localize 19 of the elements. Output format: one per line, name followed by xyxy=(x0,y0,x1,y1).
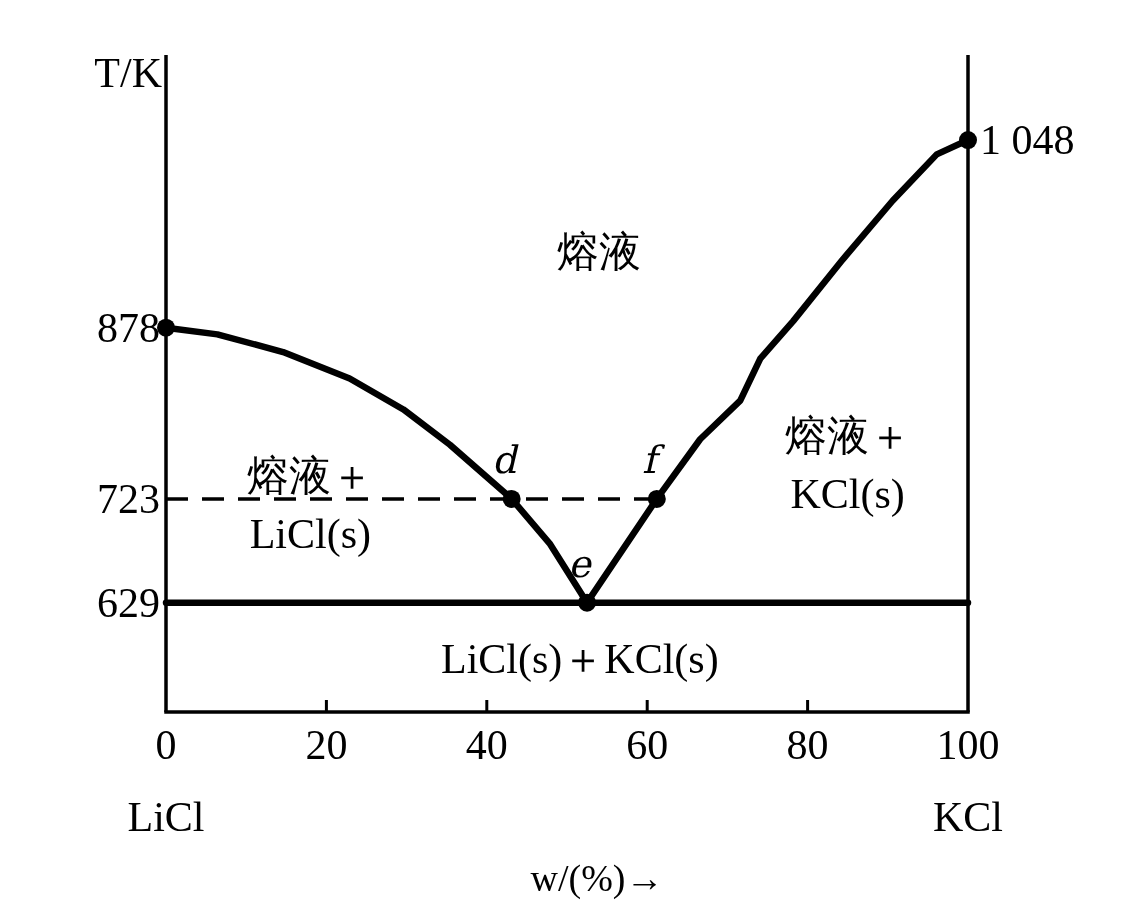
y-tick-label: 629 xyxy=(97,579,160,626)
value-label: 1 048 xyxy=(980,117,1075,163)
x-tick-label: 0 LiCl xyxy=(127,722,205,840)
point-label: e xyxy=(566,541,602,586)
y-tick-label: 878 xyxy=(97,304,160,351)
x-tick-label: 100 KCl xyxy=(933,722,1003,840)
x-label: w/(%)→ xyxy=(530,857,664,899)
x-tick-label: 20 xyxy=(305,722,348,768)
region-label: 熔液＋ KCl(s) xyxy=(784,413,911,517)
x-tick-label: 40 xyxy=(465,722,508,768)
point-label: f xyxy=(640,437,668,482)
region-label: 熔液 xyxy=(557,229,642,276)
region-label: 熔液＋ LiCl(s) xyxy=(247,453,374,558)
x-tick-label: 80 xyxy=(786,722,829,768)
x-tick-label: 60 xyxy=(626,722,669,768)
y-tick-label: 723 xyxy=(97,475,160,522)
y-label: T/K xyxy=(94,50,162,96)
region-label: LiCl(s)＋KCl(s) xyxy=(441,635,719,682)
point-label: d xyxy=(489,437,528,482)
